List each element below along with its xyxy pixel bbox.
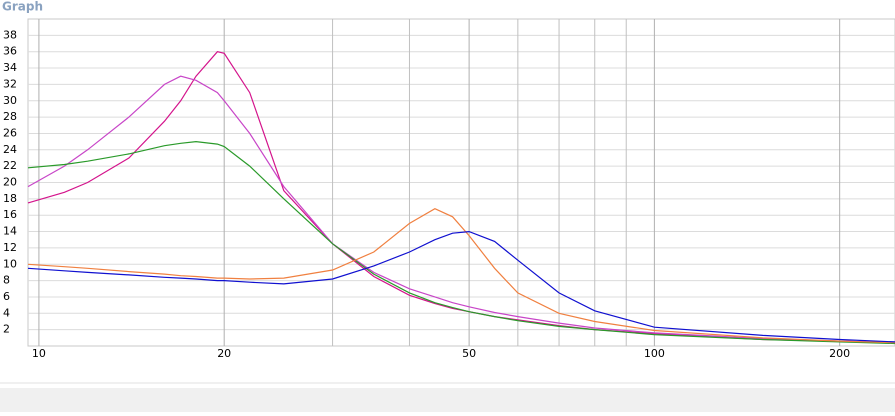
y-tick-label: 8 [3,274,10,287]
y-tick-label: 4 [3,306,10,319]
y-tick-label: 6 [3,290,10,303]
y-tick-label: 12 [3,241,17,254]
y-tick-label: 18 [3,192,17,205]
x-tick-label: 200 [829,347,850,360]
status-strip [0,388,895,412]
x-tick-label: 20 [217,347,231,360]
y-tick-label: 36 [3,45,17,58]
y-tick-label: 32 [3,77,17,90]
y-tick-label: 14 [3,225,17,238]
x-tick-label: 10 [32,347,46,360]
y-tick-label: 28 [3,110,17,123]
y-tick-label: 10 [3,257,17,270]
series-line [27,75,895,344]
series-line [27,140,895,345]
y-tick-label: 38 [3,28,17,41]
y-tick-label: 26 [3,126,17,139]
x-tick-label: 100 [644,347,665,360]
y-tick-label: 34 [3,61,17,74]
y-tick-label: 30 [3,94,17,107]
chart-title: Graph [2,0,43,14]
series-line [27,230,895,343]
y-tick-label: 22 [3,159,17,172]
y-tick-label: 16 [3,208,17,221]
y-tick-label: 2 [3,323,10,336]
x-tick-label: 50 [462,347,476,360]
y-tick-label: 24 [3,143,17,156]
y-tick-label: 20 [3,176,17,189]
series-line [27,208,895,344]
